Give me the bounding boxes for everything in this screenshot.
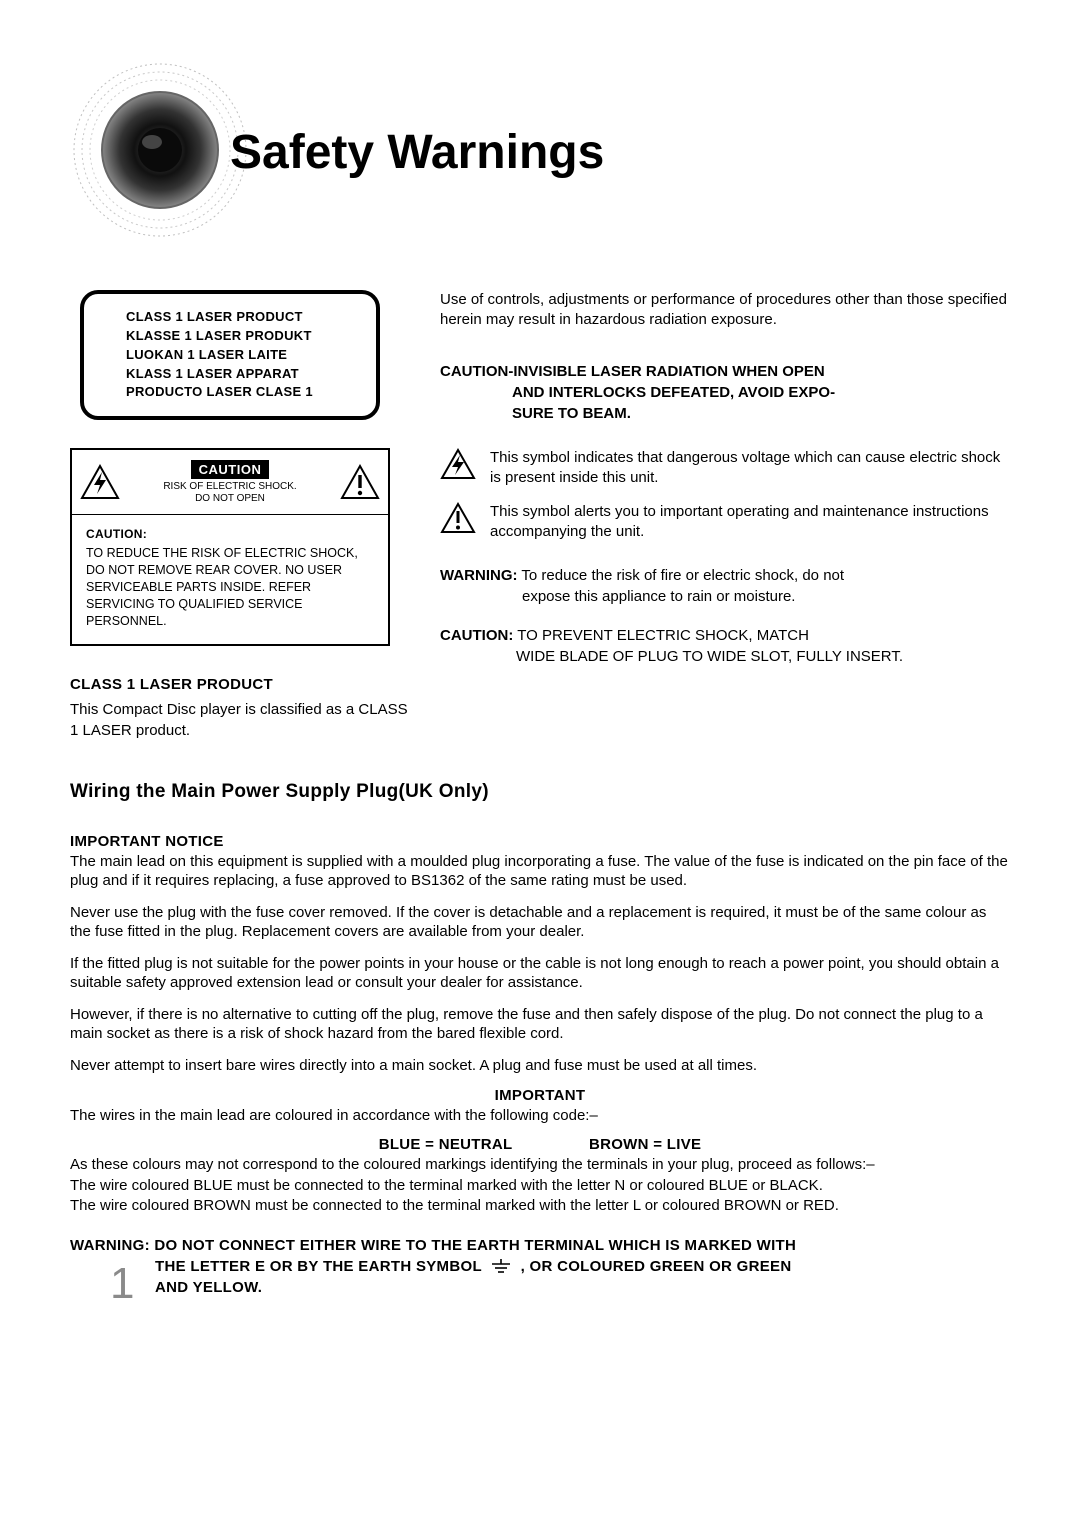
symbol-exclaim-text: This symbol alerts you to important oper…: [490, 502, 1010, 543]
warning-text: To reduce the risk of fire or electric s…: [518, 567, 845, 584]
laser-class-box: CLASS 1 LASER PRODUCT KLASSE 1 LASER PRO…: [80, 290, 380, 420]
caution-header: CAUTION: [191, 460, 270, 479]
wiring-p1: The main lead on this equipment is suppl…: [70, 852, 1010, 891]
caution-bottom-text: TO REDUCE THE RISK OF ELECTRIC SHOCK, DO…: [86, 545, 374, 629]
symbol-shock-text: This symbol indicates that dangerous vol…: [490, 448, 1010, 489]
caution-sub1: RISK OF ELECTRIC SHOCK.: [130, 481, 330, 493]
important-label: IMPORTANT: [70, 1087, 1010, 1104]
beam-line2: AND INTERLOCKS DEFEATED, AVOID EXPO-: [440, 382, 835, 403]
laser-line: CLASS 1 LASER PRODUCT: [126, 308, 376, 327]
caution-bottom: CAUTION: TO REDUCE THE RISK OF ELECTRIC …: [72, 515, 388, 643]
symbol-row-shock: This symbol indicates that dangerous vol…: [440, 448, 1010, 489]
exclaim-triangle-icon: [440, 502, 476, 534]
caution-plug: CAUTION: TO PREVENT ELECTRIC SHOCK, MATC…: [440, 625, 1010, 667]
right-intro: Use of controls, adjustments or performa…: [440, 290, 1010, 331]
wire-codes: BLUE = NEUTRAL BROWN = LIVE: [70, 1136, 1010, 1153]
wiring-p5: Never attempt to insert bare wires direc…: [70, 1056, 1010, 1076]
final-warning: WARNING: DO NOT CONNECT EITHER WIRE TO T…: [70, 1235, 1010, 1298]
main-columns: CLASS 1 LASER PRODUCT KLASSE 1 LASER PRO…: [70, 280, 1010, 741]
laser-line: LUOKAN 1 LASER LAITE: [126, 346, 376, 365]
blue-neutral: BLUE = NEUTRAL: [379, 1136, 513, 1153]
warning-fire: WARNING: To reduce the risk of fire or e…: [440, 565, 1010, 607]
wiring-p2: Never use the plug with the fuse cover r…: [70, 903, 1010, 942]
caution-text2: WIDE BLADE OF PLUG TO WIDE SLOT, FULLY I…: [440, 646, 1010, 667]
page-number: 1: [110, 1253, 135, 1315]
final-line2: THE LETTER E OR BY THE EARTH SYMBOL , OR…: [70, 1256, 1010, 1277]
caution-center: CAUTION RISK OF ELECTRIC SHOCK. DO NOT O…: [130, 460, 330, 504]
wiring-title: Wiring the Main Power Supply Plug(UK Onl…: [70, 781, 1010, 803]
earth-symbol-icon: [490, 1259, 512, 1275]
wiring-p3: If the fitted plug is not suitable for t…: [70, 954, 1010, 993]
shock-triangle-icon: [440, 448, 476, 480]
speaker-graphic: [70, 60, 250, 240]
caution-shock-box: CAUTION RISK OF ELECTRIC SHOCK. DO NOT O…: [70, 448, 390, 645]
caution-sub2: DO NOT OPEN: [130, 493, 330, 505]
caution-beam: CAUTION-INVISIBLE LASER RADIATION WHEN O…: [440, 361, 1010, 424]
symbol-row-exclaim: This symbol alerts you to important oper…: [440, 502, 1010, 543]
wiring-p4: However, if there is no alternative to c…: [70, 1005, 1010, 1044]
warning-label: WARNING:: [440, 567, 518, 584]
wires-intro: The wires in the main lead are coloured …: [70, 1106, 1010, 1126]
wiring-section: Wiring the Main Power Supply Plug(UK Onl…: [70, 781, 1010, 1299]
right-column: Use of controls, adjustments or performa…: [440, 280, 1010, 741]
caution-bottom-title: CAUTION:: [86, 527, 374, 541]
class1-title: CLASS 1 LASER PRODUCT: [70, 676, 410, 693]
left-column: CLASS 1 LASER PRODUCT KLASSE 1 LASER PRO…: [70, 280, 410, 741]
beam-line3: SURE TO BEAM.: [440, 403, 631, 424]
final-line3: AND YELLOW.: [70, 1277, 1010, 1298]
caution-label: CAUTION:: [440, 627, 513, 644]
wiring-p6: As these colours may not correspond to t…: [70, 1155, 1010, 1175]
caution-text: TO PREVENT ELECTRIC SHOCK, MATCH: [513, 627, 809, 644]
exclaim-triangle-icon: [340, 464, 380, 500]
beam-line1: CAUTION-INVISIBLE LASER RADIATION WHEN O…: [440, 363, 825, 380]
important-notice-title: IMPORTANT NOTICE: [70, 833, 1010, 850]
final-line1: WARNING: DO NOT CONNECT EITHER WIRE TO T…: [70, 1235, 1010, 1256]
header: Safety Warnings: [70, 60, 1010, 250]
warning-text2: expose this appliance to rain or moistur…: [440, 586, 1010, 607]
class1-text: This Compact Disc player is classified a…: [70, 699, 410, 741]
laser-line: KLASSE 1 LASER PRODUKT: [126, 327, 376, 346]
brown-live: BROWN = LIVE: [589, 1136, 701, 1153]
laser-line: PRODUCTO LASER CLASE 1: [126, 383, 376, 402]
class1-section: CLASS 1 LASER PRODUCT This Compact Disc …: [70, 676, 410, 741]
caution-top-row: CAUTION RISK OF ELECTRIC SHOCK. DO NOT O…: [72, 450, 388, 515]
laser-line: KLASS 1 LASER APPARAT: [126, 365, 376, 384]
shock-triangle-icon: [80, 464, 120, 500]
page-title: Safety Warnings: [230, 125, 604, 180]
wiring-p7: The wire coloured BLUE must be connected…: [70, 1176, 1010, 1196]
final-l2b: , OR COLOURED GREEN OR GREEN: [521, 1258, 792, 1275]
final-l2a: THE LETTER E OR BY THE EARTH SYMBOL: [155, 1258, 486, 1275]
wiring-p8: The wire coloured BROWN must be connecte…: [70, 1196, 1010, 1216]
